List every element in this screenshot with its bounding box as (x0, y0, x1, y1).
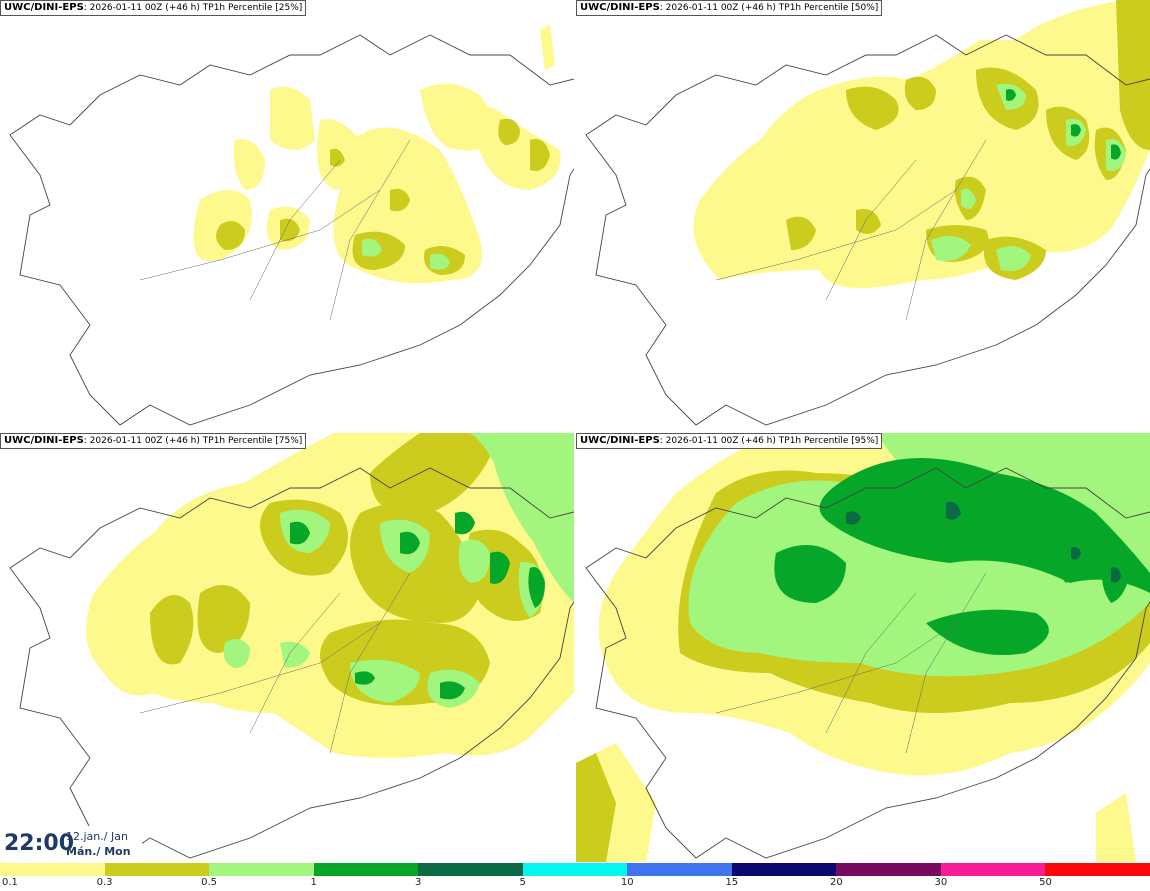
parameter-label: TP1h Percentile [50%] (778, 3, 879, 13)
valid-time-box: 22:00 12.jan./ Jan Mán./ Mon (0, 826, 142, 862)
parameter-label: TP1h Percentile [95%] (778, 436, 879, 446)
colorbar-segment (627, 863, 732, 876)
run-info: : 2026-01-11 00Z (+46 h) (659, 436, 776, 446)
parameter-label: TP1h Percentile [25%] (202, 3, 303, 13)
colorbar-segment (836, 863, 941, 876)
precip-map-25 (9, 25, 574, 426)
precip-colorbar (0, 863, 1150, 876)
colorbar-segment (1045, 863, 1150, 876)
precip-map-75 (9, 433, 574, 859)
colorbar-segment (0, 863, 105, 876)
valid-weekday: Mán./ Mon (66, 845, 131, 858)
colorbar-segment (522, 863, 628, 876)
precip-map-95 (576, 433, 1150, 862)
model-name: UWC/DINI-EPS (580, 435, 660, 446)
run-info: : 2026-01-11 00Z (+46 h) (659, 3, 776, 13)
map-panel-50: UWC/DINI-EPS: 2026-01-11 00Z (+46 h) TP1… (576, 0, 1150, 431)
run-info: : 2026-01-11 00Z (+46 h) (83, 3, 200, 13)
colorbar-tick-label: 5 (519, 877, 526, 888)
map-panel-25: UWC/DINI-EPS: 2026-01-11 00Z (+46 h) TP1… (0, 0, 574, 431)
colorbar-tick-label: 50 (1039, 877, 1052, 888)
run-info: : 2026-01-11 00Z (+46 h) (83, 436, 200, 446)
panel-title-75: UWC/DINI-EPS: 2026-01-11 00Z (+46 h) TP1… (0, 433, 307, 449)
colorbar-tick-label: 30 (934, 877, 948, 888)
parameter-label: TP1h Percentile [75%] (202, 436, 303, 446)
colorbar-tick-label: 3 (414, 877, 422, 888)
colorbar-tick-label: 0.5 (201, 877, 218, 888)
colorbar-segment (731, 863, 837, 876)
colorbar-tick-label: 15 (725, 877, 739, 888)
colorbar-segment (940, 863, 1046, 876)
colorbar-tick-label: 10 (620, 877, 634, 888)
colorbar-tick-label: 20 (829, 877, 843, 888)
colorbar-segment (418, 863, 523, 876)
colorbar-tick-label: 0.3 (96, 877, 113, 888)
valid-date: 12.jan./ Jan (66, 830, 128, 843)
colorbar-segment (104, 863, 210, 876)
colorbar-segment (313, 863, 419, 876)
map-panel-95: UWC/DINI-EPS: 2026-01-11 00Z (+46 h) TP1… (576, 433, 1150, 862)
colorbar-tick-label: 1 (310, 877, 317, 888)
panel-title-95: UWC/DINI-EPS: 2026-01-11 00Z (+46 h) TP1… (576, 433, 883, 449)
colorbar-tick-label: 0.1 (2, 877, 18, 888)
panel-title-25: UWC/DINI-EPS: 2026-01-11 00Z (+46 h) TP1… (0, 0, 307, 16)
precip-map-50 (585, 0, 1150, 426)
colorbar-tick-labels: 0.1 0.3 0.5 1 3 5 10 15 20 30 50 (0, 877, 1150, 891)
panel-divider-horizontal (0, 431, 1150, 433)
colorbar-segment (209, 863, 314, 876)
model-name: UWC/DINI-EPS (4, 435, 84, 446)
valid-time: 22:00 (4, 831, 75, 856)
model-name: UWC/DINI-EPS (4, 2, 84, 13)
model-name: UWC/DINI-EPS (580, 2, 660, 13)
map-panel-75: UWC/DINI-EPS: 2026-01-11 00Z (+46 h) TP1… (0, 433, 574, 862)
panel-title-50: UWC/DINI-EPS: 2026-01-11 00Z (+46 h) TP1… (576, 0, 883, 16)
